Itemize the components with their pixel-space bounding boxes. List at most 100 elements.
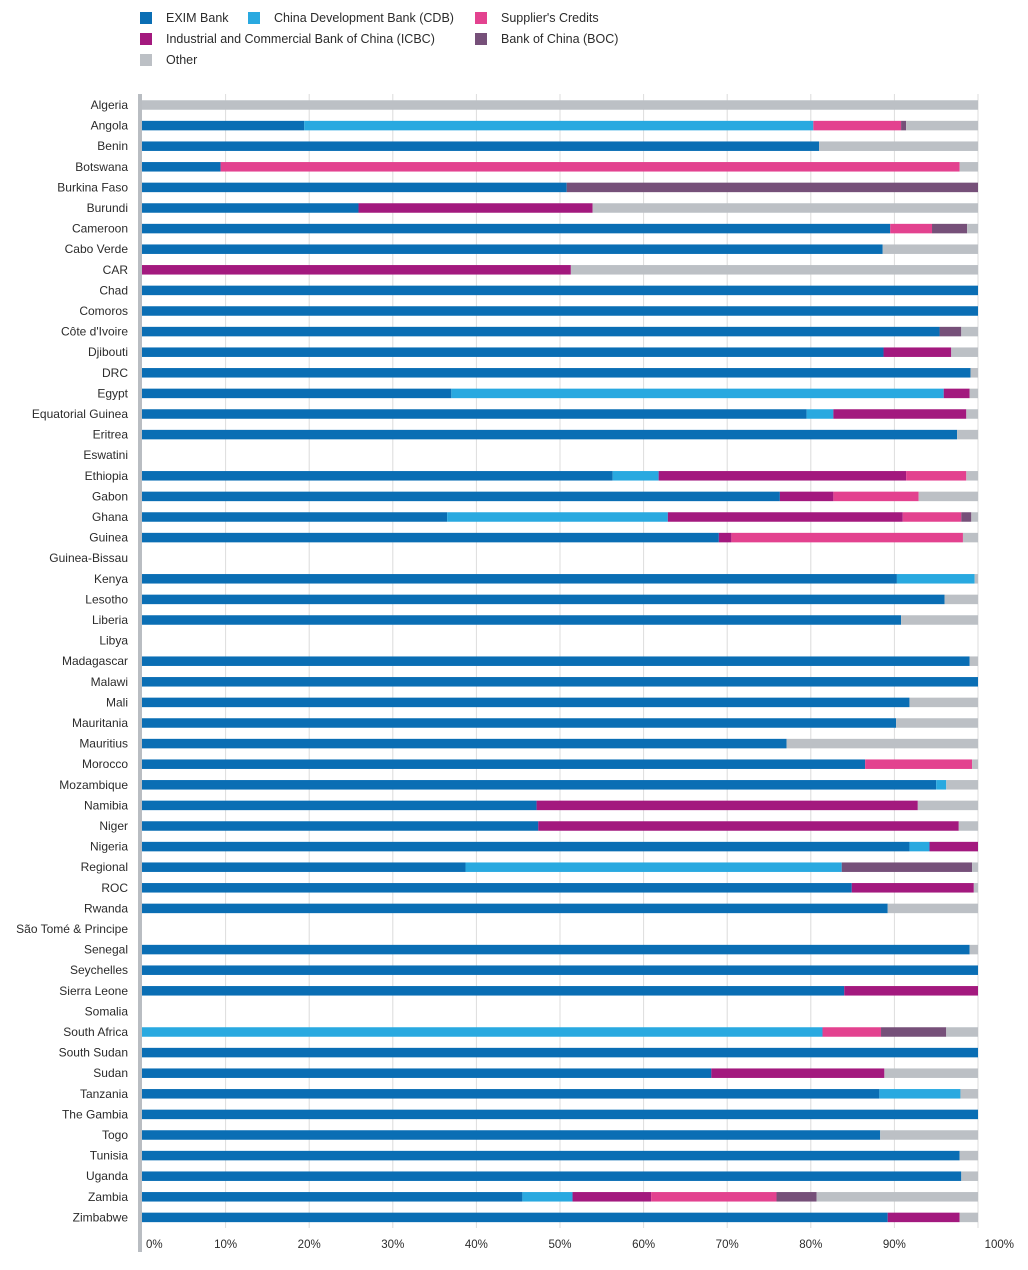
- legend-label-exim: EXIM Bank: [166, 11, 229, 25]
- category-label-tanzania: Tanzania: [80, 1087, 128, 1101]
- bar-rwanda-other: [887, 903, 978, 914]
- x-tick-label-5: 50%: [548, 1239, 571, 1251]
- bar-mauritania-other: [896, 718, 978, 728]
- x-tick-label-0: 0%: [146, 1239, 163, 1251]
- bar-ethiopia-other: [966, 471, 978, 481]
- bar-nigeria-industrial-and-commercial-bank-of-china-icbc: [929, 841, 978, 852]
- bar-angola-other: [906, 120, 978, 131]
- bar-niger-exim-bank: [142, 821, 539, 831]
- x-tick-label-6: 60%: [632, 1239, 655, 1251]
- x-tick-label-7: 70%: [716, 1239, 739, 1251]
- bar-mozambique-other: [946, 780, 978, 790]
- category-label-uganda: Uganda: [86, 1169, 128, 1183]
- bar-regional-exim-bank: [142, 862, 466, 872]
- bar-zambia-supplier-s-credits: [651, 1192, 777, 1202]
- bar-guinea-exim-bank: [142, 532, 719, 543]
- category-label-angola: Angola: [91, 119, 129, 133]
- bar-angola-bank-of-china-boc: [901, 120, 907, 131]
- bar-cameroon-bank-of-china-boc: [932, 223, 968, 234]
- legend-swatch-other: [140, 54, 152, 66]
- category-label-roc: ROC: [101, 881, 128, 895]
- bar-senegal-exim-bank: [142, 944, 970, 955]
- bar-gabon-other: [918, 491, 978, 502]
- bar-ghana-china-development-bank-cdb: [447, 512, 668, 522]
- x-tick-label-10: 100%: [985, 1239, 1014, 1251]
- bar-zimbabwe-other: [959, 1212, 978, 1223]
- bar-tanzania-china-development-bank-cdb: [879, 1089, 961, 1099]
- bar-morocco-other: [972, 759, 978, 769]
- category-label-guinea-bissau: Guinea-Bissau: [49, 551, 128, 565]
- bar-egypt-other: [969, 388, 978, 399]
- bar-guinea-industrial-and-commercial-bank-of-china-icbc: [718, 532, 732, 543]
- category-label-sudan: Sudan: [93, 1066, 128, 1080]
- bar-cameroon-exim-bank: [142, 223, 891, 234]
- bar-cote-d-ivoire-exim-bank: [142, 326, 940, 337]
- category-label-gabon: Gabon: [92, 489, 128, 503]
- bar-zambia-bank-of-china-boc: [776, 1192, 817, 1202]
- x-tick-label-9: 90%: [883, 1239, 906, 1251]
- bar-djibouti-other: [951, 347, 978, 357]
- bar-seychelles-exim-bank: [142, 965, 978, 975]
- bar-south-sudan-exim-bank: [142, 1047, 978, 1058]
- x-tick-label-2: 20%: [298, 1239, 321, 1251]
- bar-tunisia-exim-bank: [142, 1150, 960, 1161]
- category-label-south-africa: South Africa: [63, 1025, 128, 1039]
- bar-botswana-exim-bank: [142, 162, 221, 172]
- bar-mali-other: [909, 697, 978, 708]
- category-label-mauritania: Mauritania: [72, 716, 128, 730]
- legend-item-suppliers-credits: Supplier's Credits: [475, 11, 599, 25]
- legend-item-exim: EXIM Bank: [140, 11, 229, 25]
- category-label-djibouti: Djibouti: [88, 345, 128, 359]
- bar-niger-other: [958, 821, 978, 831]
- bar-egypt-china-development-bank-cdb: [451, 388, 944, 399]
- category-label-tunisia: Tunisia: [90, 1149, 129, 1163]
- bar-regional-other: [972, 862, 978, 872]
- bar-cote-d-ivoire-other: [961, 326, 978, 337]
- x-tick-label-1: 10%: [214, 1239, 237, 1251]
- category-label-malawi: Malawi: [91, 675, 128, 689]
- bar-ghana-exim-bank: [142, 512, 448, 522]
- category-label-regional: Regional: [81, 860, 128, 874]
- bar-uganda-exim-bank: [142, 1171, 962, 1181]
- category-label-rwanda: Rwanda: [84, 901, 128, 915]
- category-label-guinea: Guinea: [89, 531, 128, 545]
- bar-equatorial-guinea-exim-bank: [142, 409, 807, 419]
- legend-swatch-boc: [475, 33, 487, 45]
- bar-angola-supplier-s-credits: [813, 120, 902, 131]
- category-label-seychelles: Seychelles: [70, 963, 128, 977]
- category-label-cote-d-ivoire: Côte d'Ivoire: [61, 325, 128, 339]
- bar-zambia-other: [816, 1192, 978, 1202]
- category-label-ghana: Ghana: [92, 510, 128, 524]
- category-label-eswatini: Eswatini: [83, 448, 128, 462]
- bar-roc-industrial-and-commercial-bank-of-china-icbc: [851, 883, 974, 893]
- category-label-eritrea: Eritrea: [93, 428, 129, 442]
- legend-label-other: Other: [166, 53, 198, 67]
- bar-equatorial-guinea-industrial-and-commercial-bank-of-china-icbc: [833, 409, 967, 419]
- bar-gabon-supplier-s-credits: [833, 491, 919, 502]
- bar-liberia-other: [901, 615, 978, 625]
- category-label-burundi: Burundi: [87, 201, 128, 215]
- bar-benin-other: [819, 141, 978, 151]
- legend-label-suppliers-credits: Supplier's Credits: [501, 11, 599, 25]
- category-label-lesotho: Lesotho: [85, 592, 128, 606]
- bar-botswana-other: [959, 162, 978, 172]
- bar-eritrea-other: [957, 429, 978, 440]
- bar-burkina-faso-bank-of-china-boc: [566, 182, 978, 193]
- bar-liberia-exim-bank: [142, 615, 902, 625]
- legend-item-cdb: China Development Bank (CDB): [248, 11, 454, 25]
- category-label-niger: Niger: [99, 819, 128, 833]
- bar-chad-exim-bank: [142, 285, 978, 296]
- bar-equatorial-guinea-other: [966, 409, 978, 419]
- legend-swatch-cdb: [248, 12, 260, 24]
- bar-burkina-faso-exim-bank: [142, 182, 567, 193]
- category-label-botswana: Botswana: [75, 160, 128, 174]
- bar-zimbabwe-exim-bank: [142, 1212, 888, 1223]
- category-label-mali: Mali: [106, 695, 128, 709]
- category-label-morocco: Morocco: [82, 757, 128, 771]
- category-label-chad: Chad: [99, 283, 128, 297]
- bar-zambia-industrial-and-commercial-bank-of-china-icbc: [572, 1192, 652, 1202]
- bar-morocco-exim-bank: [142, 759, 866, 769]
- bar-benin-exim-bank: [142, 141, 820, 151]
- category-label-sierra-leone: Sierra Leone: [59, 984, 128, 998]
- bar-guinea-supplier-s-credits: [731, 532, 963, 543]
